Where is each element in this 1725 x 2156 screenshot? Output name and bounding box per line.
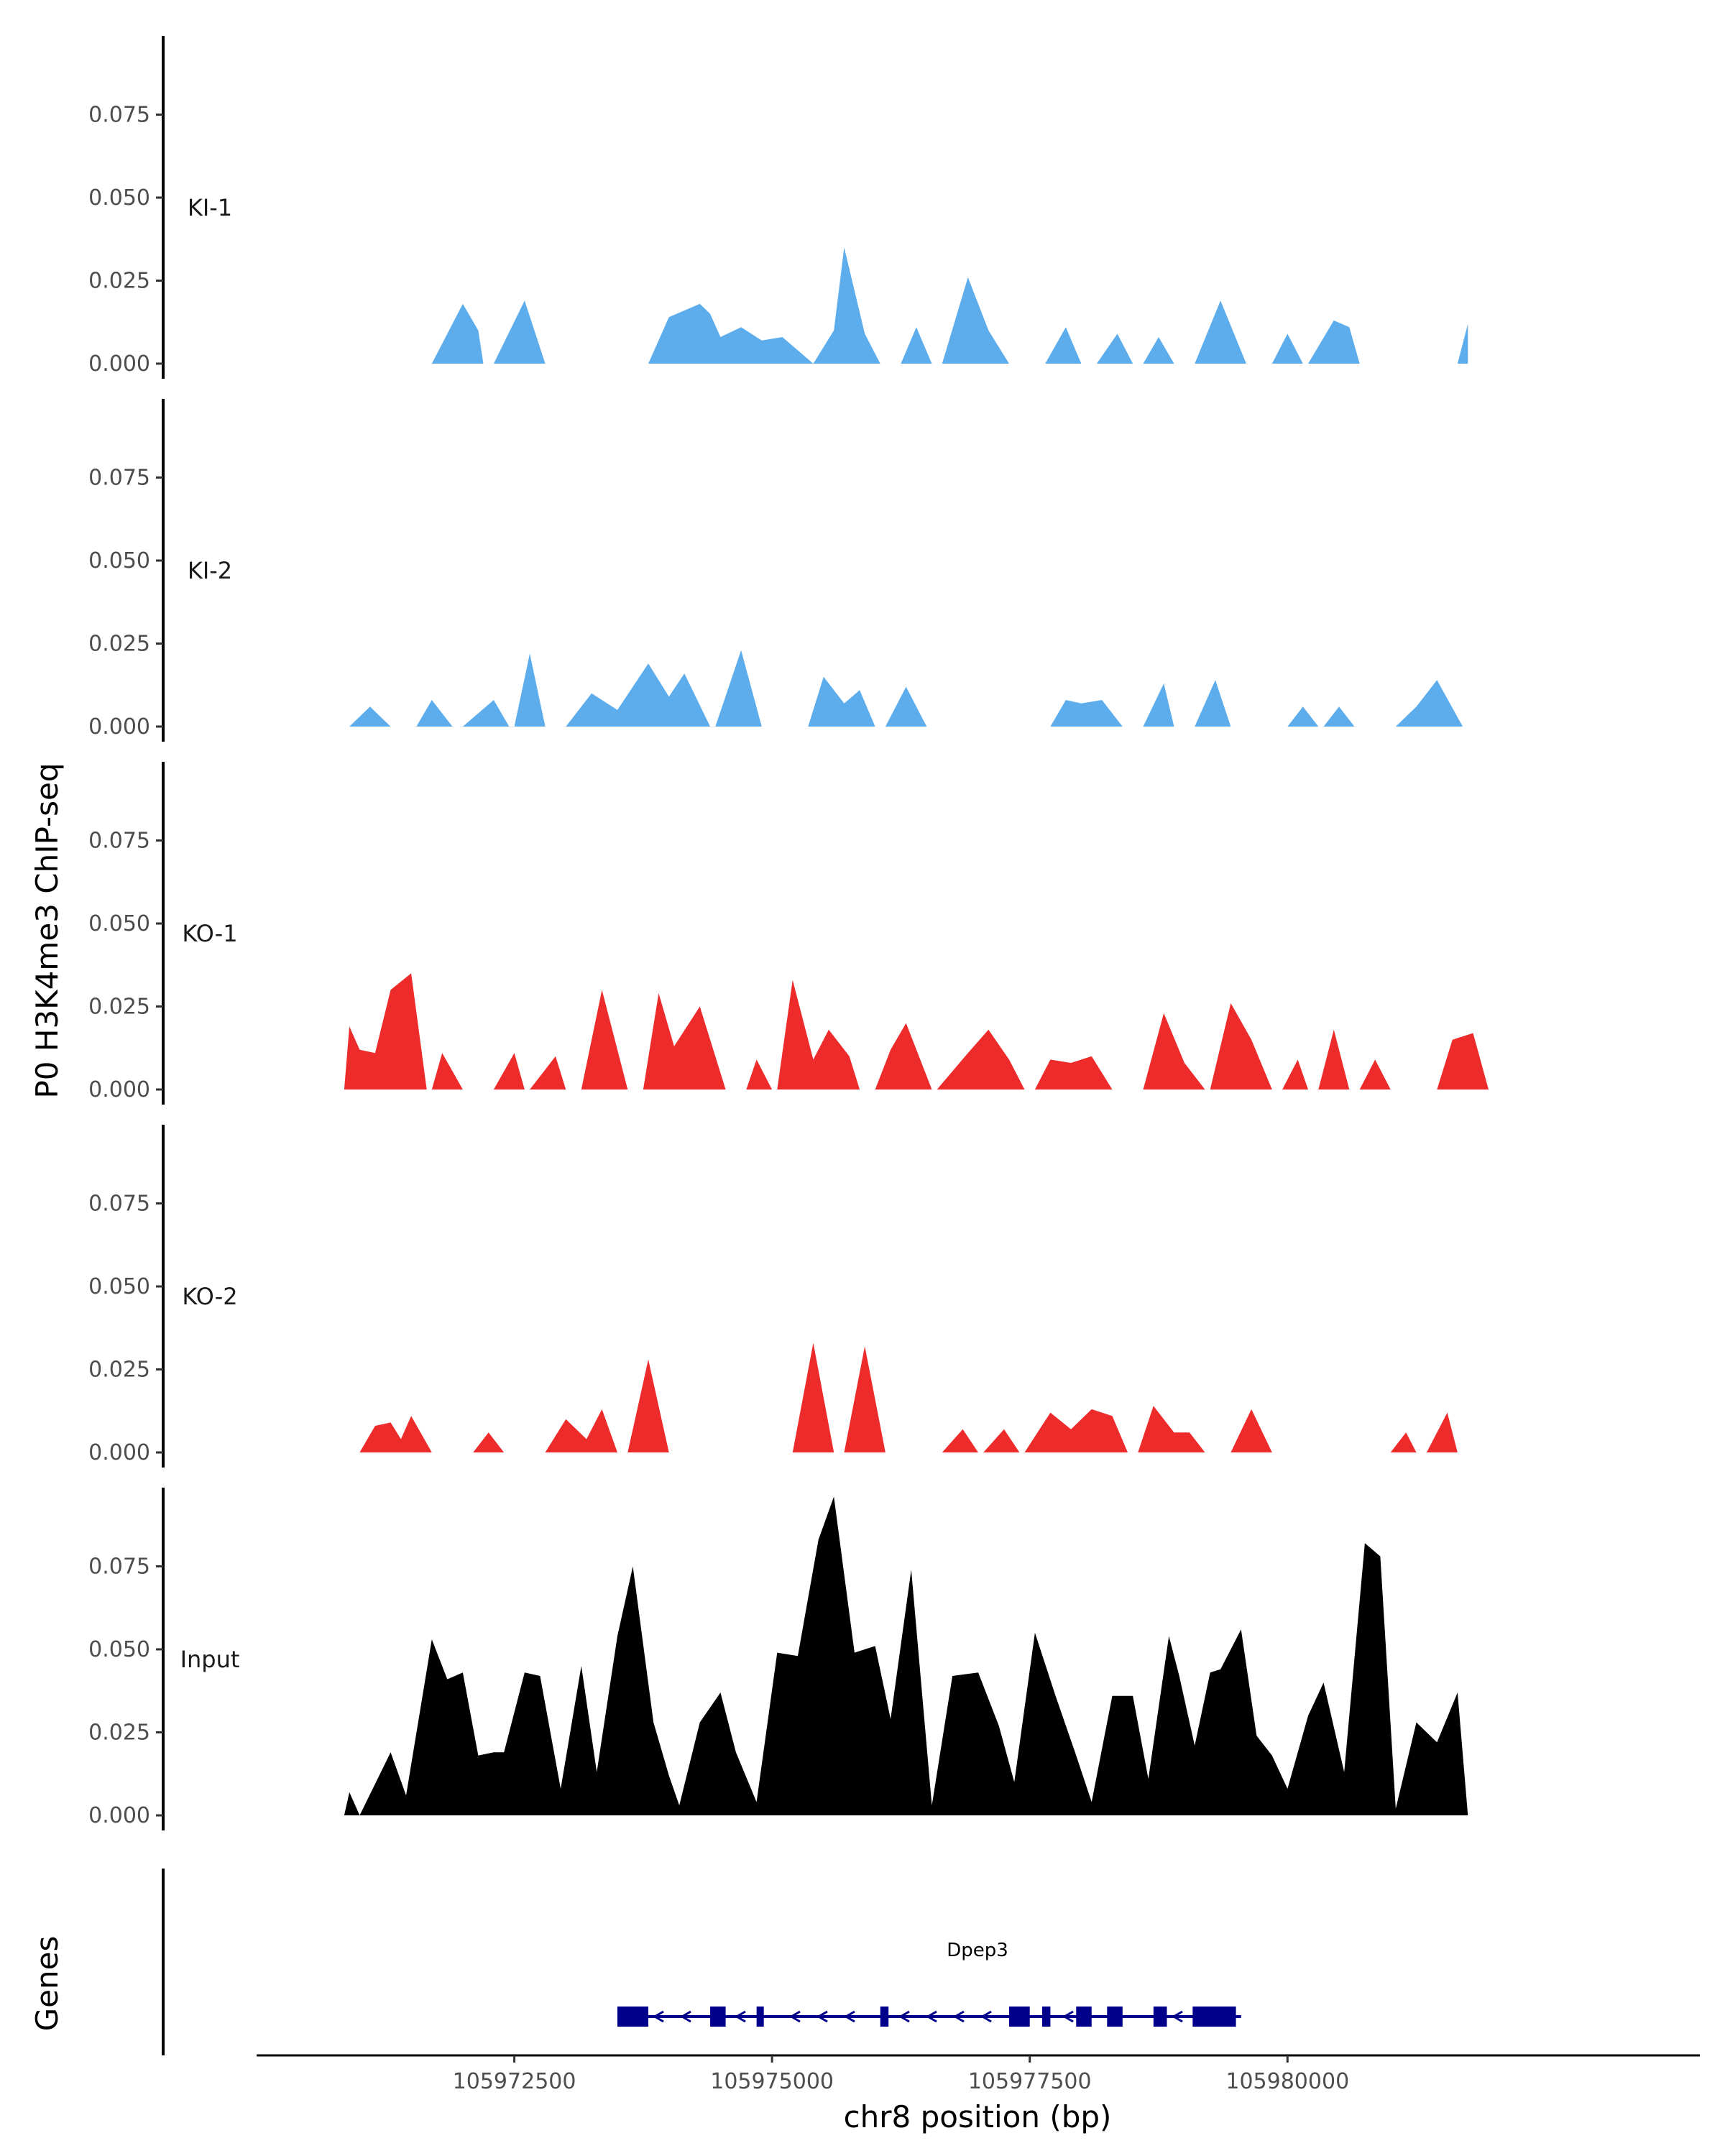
genes-panel: Genes Dpep3 <box>29 1869 1241 2055</box>
x-tick-label: 105972500 <box>453 2069 576 2094</box>
track-label-ki-2: KI-2 <box>188 557 232 584</box>
gene-exon <box>1041 2007 1051 2027</box>
signal-area-ko-1 <box>344 973 1489 1089</box>
y-tick-label: 0.025 <box>88 1720 150 1746</box>
strand-arrow <box>1172 2010 1183 2023</box>
y-tick-label: 0.000 <box>88 351 150 377</box>
y-tick-label: 0.075 <box>88 1554 150 1580</box>
gene-exon <box>1076 2007 1092 2027</box>
genes-axis-title: Genes <box>29 1936 65 2032</box>
strand-arrow <box>980 2010 992 2023</box>
track-panel-ki-2: 0.000 0.025 0.050 0.075 KI-2 <box>88 399 1463 742</box>
gene-exon <box>756 2007 764 2027</box>
track-panel-ko-2: 0.000 0.025 0.050 0.075 KO-2 <box>88 1125 1458 1468</box>
strand-arrow <box>1062 2010 1074 2023</box>
signal-area-ki-2 <box>349 650 1463 727</box>
track-panel-input: 0.000 0.025 0.050 0.075 Input <box>88 1488 1468 1830</box>
strand-arrow <box>926 2010 937 2023</box>
gene-model <box>617 2007 1241 2027</box>
y-tick-label: 0.050 <box>88 548 150 573</box>
y-tick-label: 0.050 <box>88 1274 150 1299</box>
track-label-input: Input <box>180 1646 240 1673</box>
signal-area-ko-2 <box>359 1342 1458 1452</box>
strand-arrow <box>953 2010 965 2023</box>
y-tick-label: 0.075 <box>88 829 150 854</box>
y-tick-label: 0.075 <box>88 466 150 491</box>
y-tick-label: 0.025 <box>88 269 150 294</box>
strand-arrow <box>653 2010 664 2023</box>
gene-exon <box>1009 2007 1030 2027</box>
gene-name-label: Dpep3 <box>947 1940 1008 1961</box>
track-label-ki-1: KI-1 <box>188 194 232 221</box>
gene-exon <box>1107 2007 1123 2027</box>
x-axis: chr8 position (bp) 105972500 105975000 105… <box>257 2054 1700 2134</box>
gene-exon <box>617 2007 649 2027</box>
y-tick-label: 0.075 <box>88 103 150 128</box>
y-tick-label: 0.000 <box>88 714 150 740</box>
gene-exon <box>710 2007 726 2027</box>
x-tick-label: 105980000 <box>1225 2069 1349 2094</box>
y-tick-label: 0.000 <box>88 1803 150 1828</box>
signal-area-input <box>344 1496 1468 1815</box>
strand-arrow <box>816 2010 828 2023</box>
x-tick-label: 105975000 <box>710 2069 834 2094</box>
track-panel-ki-1: 0.000 0.025 0.050 0.075 KI-1 <box>88 36 1468 379</box>
strand-arrow <box>735 2010 746 2023</box>
y-tick-label: 0.025 <box>88 1358 150 1383</box>
gene-exon <box>1192 2007 1236 2027</box>
y-tick-label: 0.000 <box>88 1077 150 1102</box>
y-tick-label: 0.000 <box>88 1440 150 1465</box>
track-label-ko-1: KO-1 <box>182 920 237 947</box>
tracks-layer: 0.0000.0250.0500.075KI-10.0000.0250.0500… <box>88 36 1489 1830</box>
y-tick-label: 0.025 <box>88 995 150 1020</box>
strand-arrow <box>789 2010 801 2023</box>
track-label-ko-2: KO-2 <box>182 1283 237 1310</box>
x-axis-title: chr8 position (bp) <box>844 2099 1112 2134</box>
y-tick-label: 0.075 <box>88 1192 150 1217</box>
track-panel-ko-1: 0.000 0.025 0.050 0.075 KO-1 <box>88 762 1489 1105</box>
y-axis-title: P0 H3K4me3 ChIP-seq <box>29 763 65 1098</box>
strand-arrow <box>898 2010 910 2023</box>
gene-exon <box>1153 2007 1167 2027</box>
y-tick-label: 0.050 <box>88 185 150 211</box>
strand-arrow <box>844 2010 855 2023</box>
x-tick-label: 105977500 <box>968 2069 1092 2094</box>
gene-exon <box>880 2007 889 2027</box>
y-tick-label: 0.025 <box>88 632 150 657</box>
y-tick-label: 0.050 <box>88 1637 150 1662</box>
signal-area-ki-1 <box>431 247 1468 364</box>
y-tick-label: 0.050 <box>88 911 150 936</box>
strand-arrow <box>680 2010 691 2023</box>
